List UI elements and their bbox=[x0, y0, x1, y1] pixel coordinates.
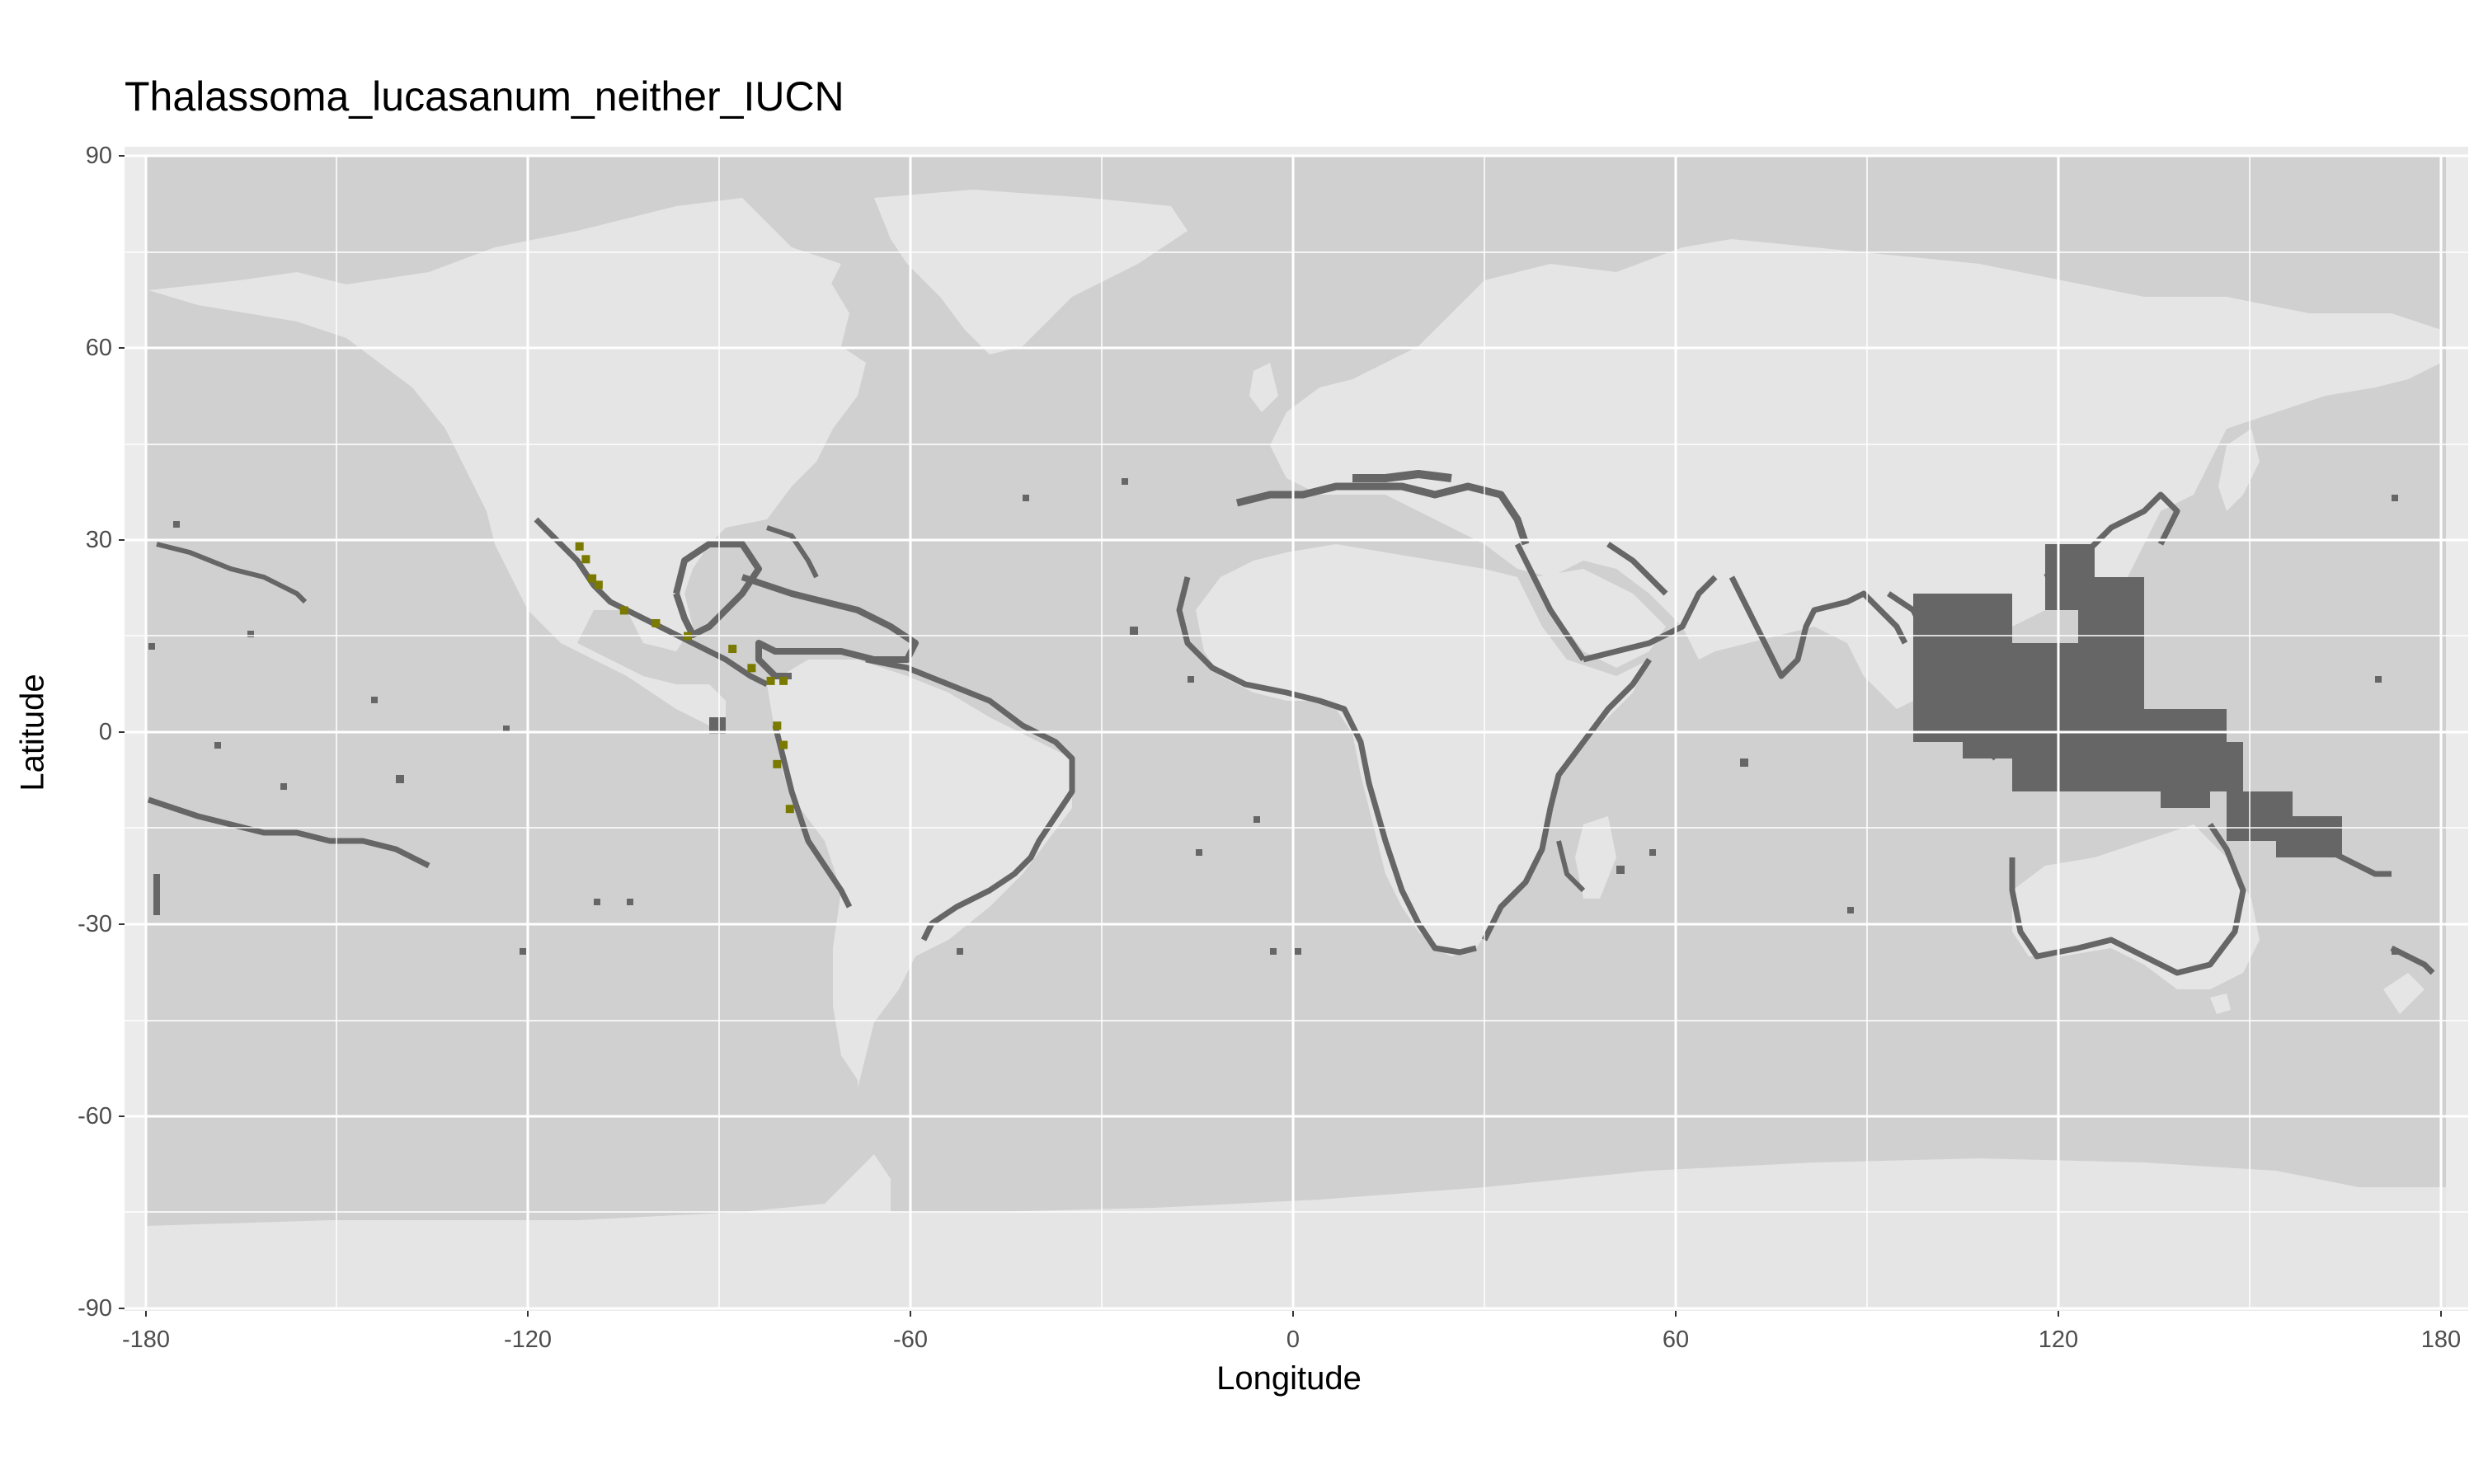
species-range-cell bbox=[773, 759, 782, 768]
land-tasmania bbox=[2210, 993, 2231, 1014]
coastal-cells-pacific-central-america bbox=[534, 517, 769, 688]
coastal-cells-africa-west bbox=[1176, 576, 1477, 956]
coastal-cells-africa-east bbox=[1481, 658, 1652, 942]
species-range-cell bbox=[779, 740, 788, 749]
land-greenland bbox=[874, 190, 1188, 355]
species-range-cell bbox=[785, 805, 794, 814]
y-tick-label: 30 bbox=[85, 527, 112, 553]
coastal-cells-med-north bbox=[1352, 470, 1452, 482]
coastal-cells-polynesia bbox=[147, 796, 430, 869]
land-arabia bbox=[1534, 569, 1666, 668]
coastal-cells-australia bbox=[2009, 823, 2246, 976]
y-tick-label: 0 bbox=[98, 719, 112, 745]
land-south-america bbox=[767, 660, 1072, 1088]
coastal-cells-red-sea bbox=[1514, 542, 1586, 661]
coastal-cells-india bbox=[1729, 575, 1908, 679]
y-tick-label: -60 bbox=[78, 1103, 112, 1129]
species-range-cell bbox=[779, 676, 788, 685]
species-range-cell bbox=[619, 606, 628, 615]
land-arctic-islands bbox=[676, 247, 841, 305]
x-tick-label: 60 bbox=[1662, 1327, 1690, 1353]
coastal-cells-scattered bbox=[148, 478, 2398, 955]
land-africa bbox=[1196, 544, 1649, 956]
coastal-cells-mozambique bbox=[1556, 840, 1586, 893]
species-range-cell bbox=[594, 580, 603, 589]
species-range-layer bbox=[575, 542, 794, 814]
coastal-cells-bahamas bbox=[766, 525, 819, 579]
y-axis-title: Latitude bbox=[14, 674, 51, 791]
species-range-cell bbox=[747, 664, 756, 673]
species-range-cell bbox=[588, 574, 597, 583]
species-range-cell bbox=[651, 618, 661, 627]
coastal-cells-gulf-caribbean bbox=[673, 541, 762, 638]
land-masses bbox=[146, 190, 2446, 1308]
land-antarctica bbox=[146, 1154, 2446, 1308]
coastal-cells-arabia bbox=[1583, 575, 1718, 663]
x-tick-label: -120 bbox=[503, 1327, 553, 1353]
y-tick-label: 60 bbox=[85, 335, 112, 361]
coastal-cells-persian-gulf bbox=[1606, 542, 1668, 596]
land-north-america bbox=[148, 198, 866, 726]
coastal-cells-south-america-west bbox=[772, 725, 853, 909]
land-madagascar bbox=[1575, 816, 1616, 899]
species-range-cell bbox=[575, 542, 584, 551]
coastal-cells-south-america-north bbox=[865, 656, 1075, 942]
species-range-cell bbox=[766, 676, 775, 685]
x-tick-label: 0 bbox=[1286, 1327, 1300, 1353]
x-tick-label: -60 bbox=[893, 1327, 928, 1353]
x-tick-label: 180 bbox=[2420, 1327, 2462, 1353]
land-british-isles bbox=[1249, 363, 1278, 412]
axis-ticks bbox=[119, 155, 2442, 1317]
grid-lines bbox=[125, 154, 2468, 1310]
y-tick-label: -30 bbox=[78, 911, 112, 937]
x-tick-label: 120 bbox=[2038, 1327, 2079, 1353]
x-tick-label: -180 bbox=[121, 1327, 171, 1353]
y-tick-label: -90 bbox=[78, 1295, 112, 1322]
chart-title: Thalassoma_lucasanum_neither_IUCN bbox=[125, 73, 844, 120]
species-range-cell bbox=[581, 555, 590, 564]
land-eurasia bbox=[1270, 239, 2441, 709]
y-tick-label: 90 bbox=[85, 143, 112, 169]
land-new-zealand bbox=[2383, 973, 2425, 1014]
coastal-cells-indonesia bbox=[1913, 544, 2342, 857]
species-range-cell bbox=[728, 645, 737, 654]
x-axis-title: Longitude bbox=[1216, 1360, 1362, 1397]
species-range-cell bbox=[773, 721, 782, 730]
coastal-cells-new-zealand bbox=[2390, 945, 2435, 975]
coastal-cells-hawaii bbox=[156, 542, 308, 604]
